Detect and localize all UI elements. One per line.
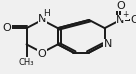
Text: CH₃: CH₃ [19,58,34,67]
Text: N: N [38,13,46,24]
Text: O: O [130,15,136,25]
Text: N: N [104,39,112,49]
Text: N: N [116,15,125,25]
Text: H: H [43,9,50,18]
Text: +: + [122,10,129,19]
Text: O: O [116,1,125,11]
Text: O: O [2,23,11,33]
Text: O: O [38,49,47,59]
